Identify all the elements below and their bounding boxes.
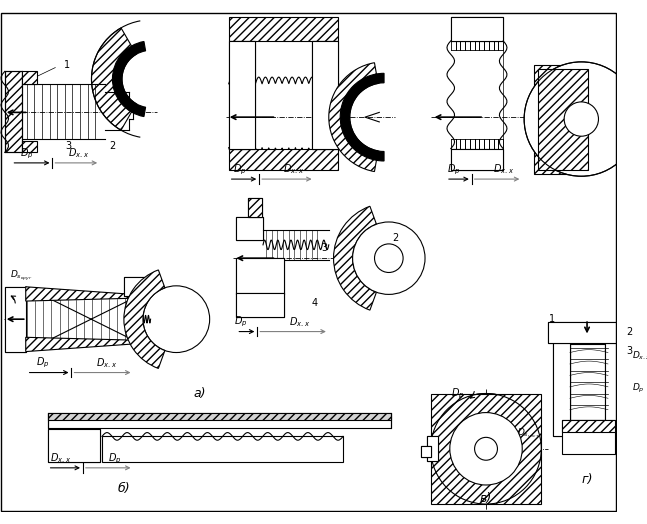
Polygon shape: [26, 287, 133, 352]
Text: 3: 3: [626, 346, 632, 356]
Bar: [236, 293, 284, 317]
Text: 3: 3: [321, 243, 327, 253]
Bar: [570, 344, 606, 420]
Bar: [229, 41, 256, 149]
Bar: [236, 293, 284, 317]
Text: 2: 2: [109, 141, 116, 151]
Bar: [538, 70, 588, 170]
Bar: [451, 149, 503, 170]
Bar: [5, 287, 26, 352]
Text: $D_{х.х}$: $D_{х.х}$: [50, 451, 72, 465]
Text: $D_р$: $D_р$: [447, 162, 461, 177]
Bar: [553, 341, 570, 436]
Bar: [22, 71, 37, 84]
Bar: [48, 412, 391, 420]
Text: $D_{s_{круг}}$: $D_{s_{круг}}$: [10, 268, 32, 282]
Bar: [236, 258, 284, 294]
Bar: [431, 394, 542, 504]
Text: г): г): [581, 473, 593, 486]
Wedge shape: [329, 63, 378, 171]
Bar: [48, 429, 100, 462]
Circle shape: [475, 438, 498, 460]
Bar: [562, 420, 615, 454]
Bar: [427, 436, 439, 461]
Text: $D_р$: $D_р$: [234, 315, 248, 329]
Circle shape: [353, 222, 425, 294]
Text: б): б): [118, 482, 130, 495]
Circle shape: [564, 102, 598, 136]
Bar: [236, 217, 263, 240]
Bar: [605, 341, 622, 436]
Bar: [5, 287, 26, 352]
Bar: [451, 17, 503, 41]
Wedge shape: [334, 206, 377, 310]
Bar: [553, 341, 570, 436]
Circle shape: [524, 62, 639, 176]
Bar: [124, 277, 148, 296]
Bar: [562, 420, 615, 432]
Bar: [312, 41, 338, 149]
Bar: [451, 17, 503, 41]
Text: $D_{х.х}$: $D_{х.х}$: [283, 162, 304, 177]
Bar: [22, 141, 37, 152]
Text: $D_р$: $D_р$: [632, 382, 644, 395]
Bar: [421, 446, 431, 457]
Bar: [248, 198, 262, 217]
Text: $D_р$: $D_р$: [234, 162, 247, 177]
Text: 3: 3: [65, 141, 72, 151]
Text: а): а): [194, 387, 206, 400]
Wedge shape: [124, 270, 165, 368]
Text: $D_{х.х}$: $D_{х.х}$: [632, 349, 647, 362]
Bar: [229, 41, 256, 149]
Bar: [312, 41, 338, 149]
Bar: [548, 322, 629, 343]
Text: $D_{х.х}$: $D_{х.х}$: [96, 356, 117, 370]
Bar: [427, 436, 439, 461]
Bar: [605, 341, 622, 436]
Bar: [124, 277, 148, 296]
Text: 2: 2: [626, 326, 632, 336]
Text: $D_{s_{чист}}$: $D_{s_{чист}}$: [518, 427, 540, 440]
Bar: [229, 149, 338, 170]
Bar: [451, 149, 503, 170]
Circle shape: [450, 412, 522, 485]
Bar: [236, 258, 284, 294]
Bar: [534, 65, 593, 174]
Wedge shape: [113, 41, 146, 116]
Text: 1: 1: [63, 60, 70, 70]
Wedge shape: [91, 28, 137, 130]
Bar: [48, 412, 391, 428]
Circle shape: [431, 394, 542, 504]
Text: 4: 4: [311, 298, 318, 308]
Bar: [229, 17, 338, 41]
Text: 1: 1: [549, 314, 554, 324]
Text: $D_{х.х}$: $D_{х.х}$: [67, 147, 89, 160]
Bar: [48, 429, 100, 462]
Polygon shape: [26, 287, 133, 301]
Bar: [548, 322, 629, 343]
Wedge shape: [340, 73, 384, 161]
Text: $D_{х.х}$: $D_{х.х}$: [289, 315, 310, 329]
Bar: [5, 71, 22, 152]
Text: $D_р$: $D_р$: [107, 451, 121, 465]
Text: $D_р$: $D_р$: [20, 146, 34, 160]
Circle shape: [143, 286, 210, 353]
Bar: [421, 446, 431, 457]
Text: в): в): [480, 492, 492, 505]
Text: 2: 2: [392, 233, 399, 243]
Circle shape: [375, 244, 403, 272]
Bar: [236, 217, 263, 240]
Text: $D_р$: $D_р$: [36, 356, 50, 370]
Bar: [102, 436, 343, 462]
Polygon shape: [26, 337, 133, 352]
Text: $D_{х.х}$: $D_{х.х}$: [492, 162, 514, 177]
Bar: [248, 198, 262, 217]
Text: $D_р$: $D_р$: [450, 386, 464, 401]
